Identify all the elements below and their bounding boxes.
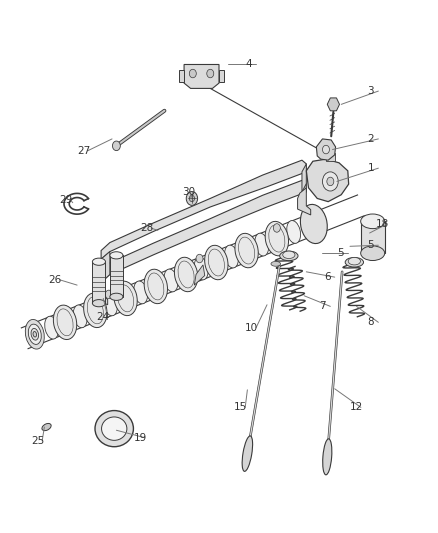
Polygon shape xyxy=(316,139,336,160)
Ellipse shape xyxy=(92,258,106,265)
Text: 3: 3 xyxy=(367,86,374,96)
Text: 4: 4 xyxy=(245,60,252,69)
Ellipse shape xyxy=(28,324,41,344)
Ellipse shape xyxy=(84,293,107,328)
Circle shape xyxy=(322,172,338,191)
Ellipse shape xyxy=(225,245,238,268)
Polygon shape xyxy=(194,265,205,285)
Text: 15: 15 xyxy=(234,402,247,413)
Ellipse shape xyxy=(33,332,36,337)
Circle shape xyxy=(186,191,198,205)
Text: 12: 12 xyxy=(350,402,363,413)
Text: 8: 8 xyxy=(367,317,374,327)
Ellipse shape xyxy=(242,436,253,471)
Bar xyxy=(92,262,106,303)
Ellipse shape xyxy=(300,204,327,244)
Polygon shape xyxy=(327,98,339,111)
Text: 5: 5 xyxy=(367,240,374,250)
Text: 25: 25 xyxy=(31,436,45,446)
Ellipse shape xyxy=(174,257,198,292)
Ellipse shape xyxy=(164,269,178,292)
Text: 19: 19 xyxy=(134,433,147,443)
Ellipse shape xyxy=(194,257,208,280)
Text: 10: 10 xyxy=(245,322,258,333)
Bar xyxy=(179,70,184,82)
Polygon shape xyxy=(297,188,311,215)
Text: 30: 30 xyxy=(182,187,195,197)
Ellipse shape xyxy=(144,269,167,304)
Bar xyxy=(360,221,385,253)
Ellipse shape xyxy=(92,300,106,307)
Circle shape xyxy=(207,69,214,78)
Ellipse shape xyxy=(205,245,228,280)
Text: 26: 26 xyxy=(49,275,62,285)
Text: 28: 28 xyxy=(141,223,154,233)
Ellipse shape xyxy=(283,251,295,259)
Text: 2: 2 xyxy=(367,134,374,144)
Ellipse shape xyxy=(134,281,148,304)
Ellipse shape xyxy=(110,293,123,301)
Text: 27: 27 xyxy=(77,146,90,156)
Text: 6: 6 xyxy=(324,272,330,282)
Ellipse shape xyxy=(287,221,300,244)
Ellipse shape xyxy=(102,417,127,440)
Polygon shape xyxy=(101,180,306,282)
Polygon shape xyxy=(101,160,306,259)
Text: 29: 29 xyxy=(60,195,73,205)
Circle shape xyxy=(105,290,112,298)
Polygon shape xyxy=(302,164,306,192)
Circle shape xyxy=(113,141,120,151)
Text: 24: 24 xyxy=(97,312,110,322)
Circle shape xyxy=(196,254,203,263)
Ellipse shape xyxy=(255,233,268,256)
Ellipse shape xyxy=(103,293,117,316)
Circle shape xyxy=(322,146,329,154)
Ellipse shape xyxy=(45,316,59,339)
Ellipse shape xyxy=(95,410,134,447)
Ellipse shape xyxy=(42,423,51,431)
Circle shape xyxy=(189,69,196,78)
Ellipse shape xyxy=(360,214,385,229)
Ellipse shape xyxy=(280,251,298,261)
Circle shape xyxy=(273,224,280,232)
Bar xyxy=(110,255,123,297)
Text: 1: 1 xyxy=(367,163,374,173)
Circle shape xyxy=(327,177,334,185)
Polygon shape xyxy=(95,277,108,305)
Ellipse shape xyxy=(345,257,364,267)
Bar xyxy=(326,154,335,161)
Ellipse shape xyxy=(73,305,87,328)
Polygon shape xyxy=(306,159,349,201)
Ellipse shape xyxy=(53,305,77,340)
Text: 5: 5 xyxy=(337,248,343,258)
Ellipse shape xyxy=(31,328,39,340)
Circle shape xyxy=(189,195,194,201)
Bar xyxy=(219,70,224,82)
Ellipse shape xyxy=(360,246,385,261)
Ellipse shape xyxy=(348,257,360,265)
Text: 18: 18 xyxy=(376,219,389,229)
Ellipse shape xyxy=(265,221,289,256)
Ellipse shape xyxy=(110,252,123,259)
Polygon shape xyxy=(101,252,110,282)
Polygon shape xyxy=(184,64,219,88)
Ellipse shape xyxy=(114,281,137,316)
Text: 7: 7 xyxy=(319,301,326,311)
Ellipse shape xyxy=(235,233,258,268)
Ellipse shape xyxy=(25,319,44,349)
Ellipse shape xyxy=(271,262,281,266)
Ellipse shape xyxy=(323,439,332,475)
